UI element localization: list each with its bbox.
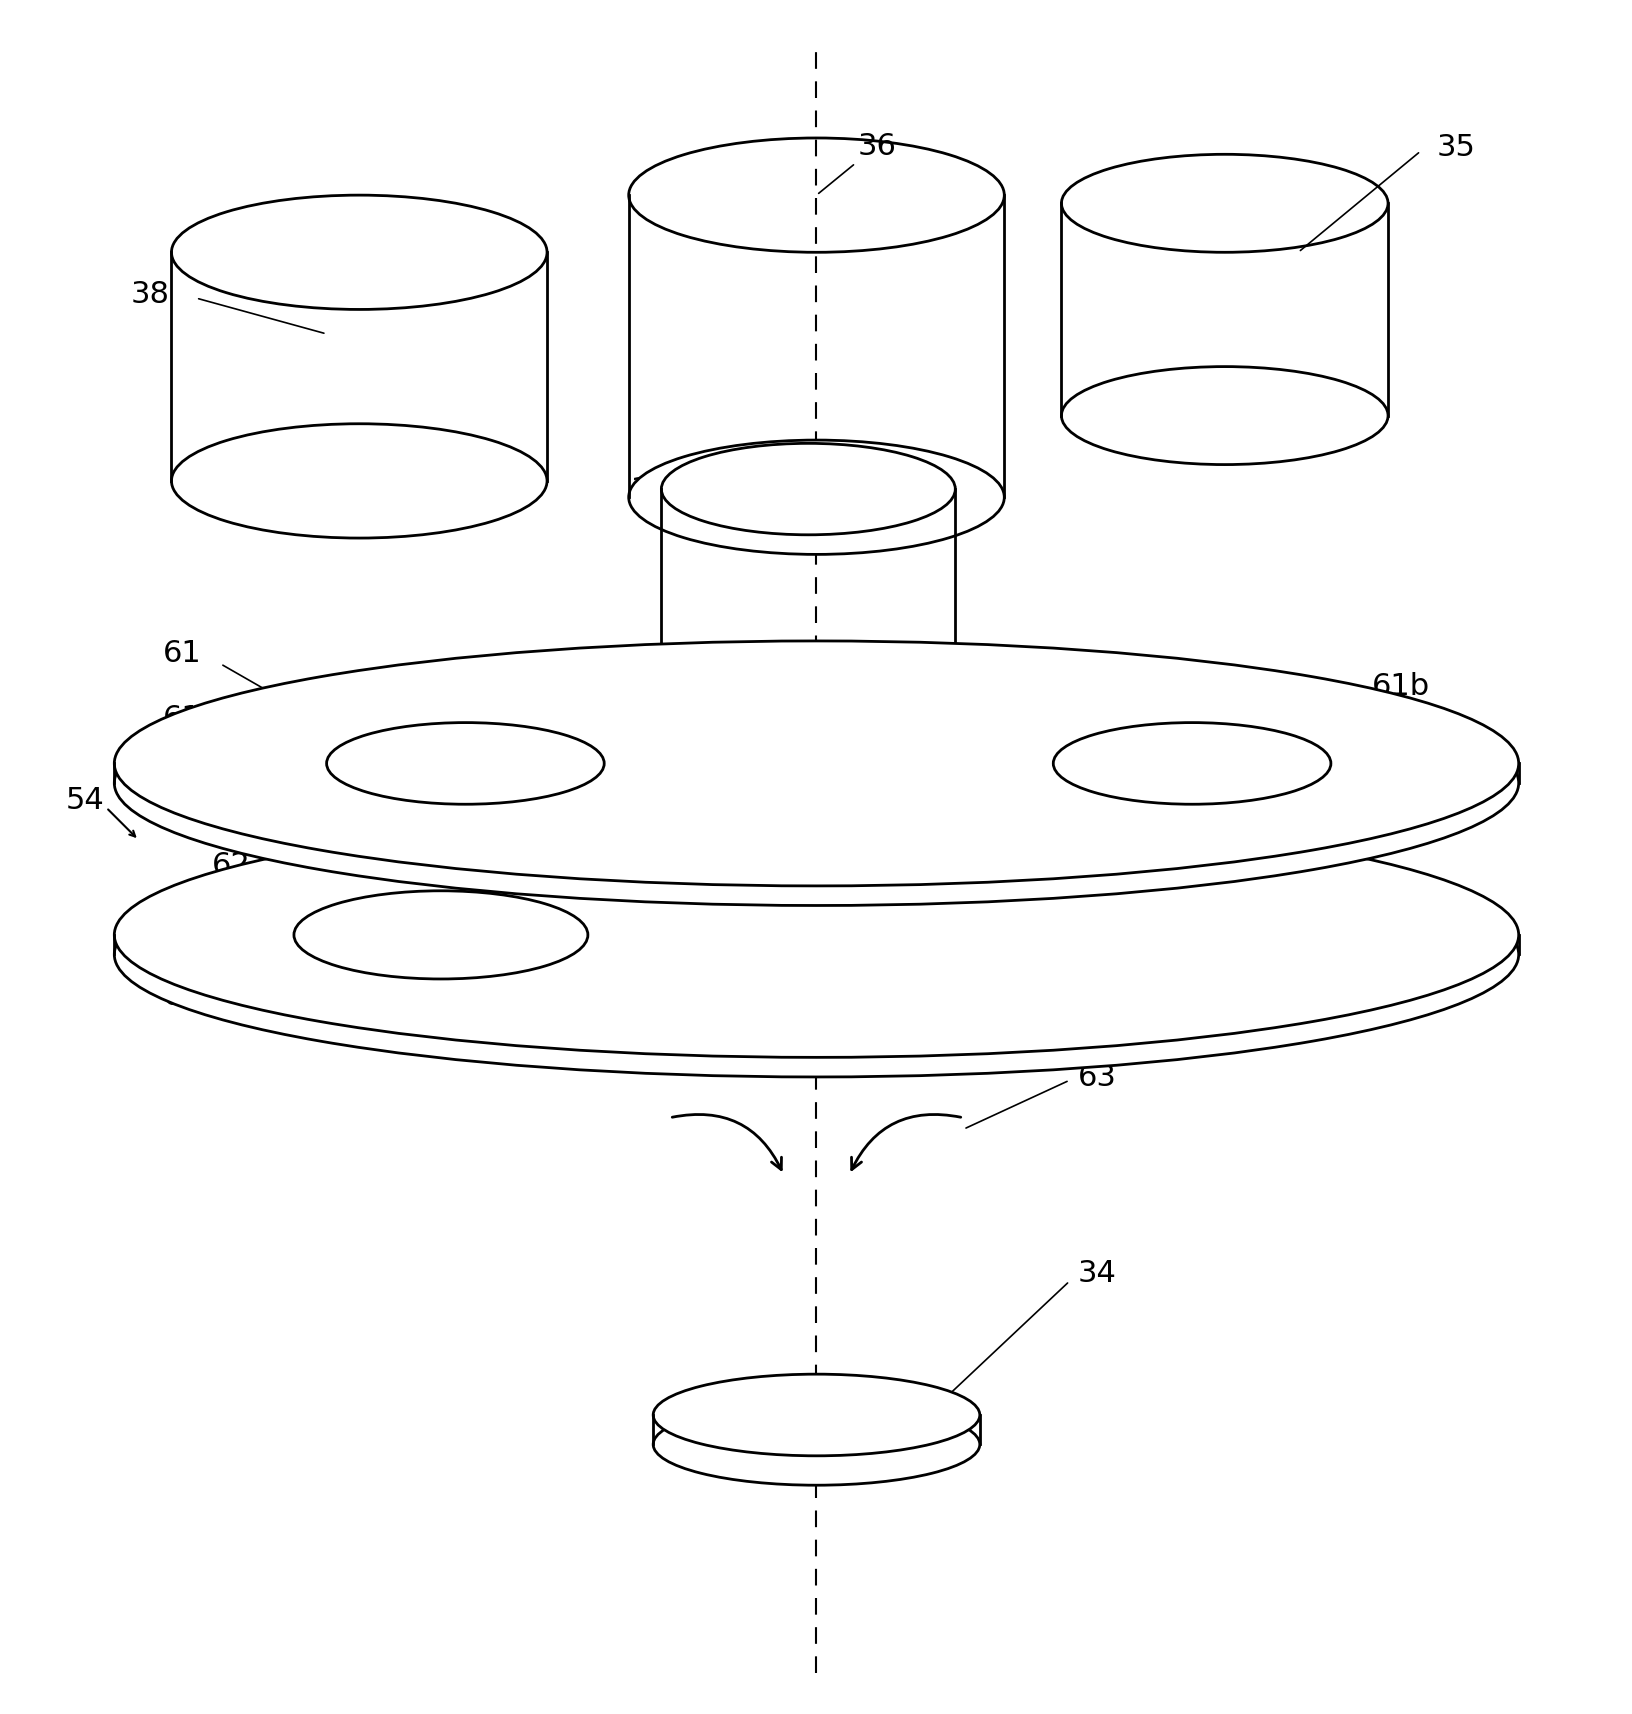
Text: 61: 61 xyxy=(163,639,202,667)
Text: 34: 34 xyxy=(1077,1258,1116,1287)
Text: 61a: 61a xyxy=(163,704,220,734)
Ellipse shape xyxy=(171,425,547,538)
Ellipse shape xyxy=(1053,723,1330,806)
FancyArrowPatch shape xyxy=(850,1114,960,1171)
Ellipse shape xyxy=(653,1375,979,1455)
Text: 38: 38 xyxy=(131,279,170,309)
Ellipse shape xyxy=(114,812,1518,1058)
Text: 61b: 61b xyxy=(1371,672,1430,699)
Text: 37: 37 xyxy=(630,475,669,504)
Ellipse shape xyxy=(661,656,955,747)
Ellipse shape xyxy=(326,723,604,806)
Text: 35: 35 xyxy=(1436,132,1475,161)
Ellipse shape xyxy=(628,440,1004,555)
Ellipse shape xyxy=(1061,367,1387,464)
Text: 36: 36 xyxy=(818,132,896,194)
Text: 62: 62 xyxy=(212,850,251,879)
Ellipse shape xyxy=(294,891,588,979)
Ellipse shape xyxy=(114,833,1518,1078)
Text: 54: 54 xyxy=(65,785,104,814)
Ellipse shape xyxy=(114,662,1518,907)
Ellipse shape xyxy=(114,641,1518,886)
FancyArrowPatch shape xyxy=(672,1114,782,1171)
Text: 62a: 62a xyxy=(163,980,220,1010)
Text: 63: 63 xyxy=(1077,1063,1116,1092)
Ellipse shape xyxy=(653,1404,979,1486)
